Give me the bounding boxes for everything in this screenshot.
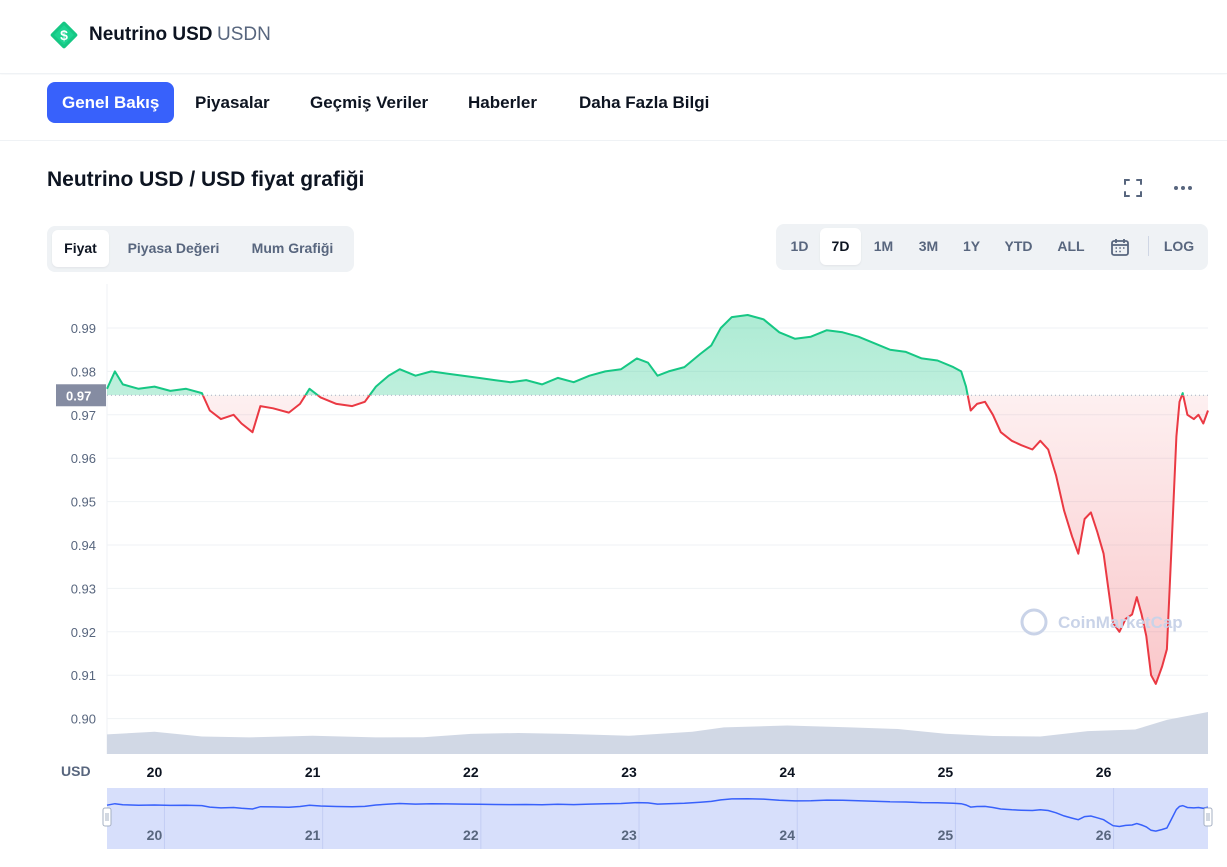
volume-bars <box>107 712 1208 754</box>
y-tick-label: 0.91 <box>71 668 96 683</box>
navigator-right-handle[interactable] <box>1203 807 1213 827</box>
neutrino-dollar-icon: $ <box>50 21 78 49</box>
range-divider <box>1148 236 1149 256</box>
range-1y[interactable]: 1Y <box>962 238 981 254</box>
fullscreen-icon[interactable] <box>1119 174 1147 202</box>
svg-text:$: $ <box>60 27 68 43</box>
navigator-line <box>106 798 1209 832</box>
more-icon[interactable] <box>1169 174 1197 202</box>
range-3m[interactable]: 3M <box>918 238 939 254</box>
current-price-badge <box>56 384 106 407</box>
chart-navigator[interactable]: 20 21 22 23 24 25 26 <box>102 788 1213 849</box>
x-tick-label: 22 <box>463 764 479 780</box>
coinmarketcap-logo-icon <box>1020 608 1048 636</box>
price-chart[interactable]: 0.99 0.98 0.97 0.96 0.95 0.94 0.93 0.92 0.91 0.90… <box>0 280 1227 867</box>
x-tick-label: 20 <box>147 764 163 780</box>
x-tick-label: 21 <box>305 764 321 780</box>
range-1d[interactable]: 1D <box>790 238 809 254</box>
unit-label: USD <box>61 763 91 779</box>
y-tick-label: 0.94 <box>71 538 96 553</box>
navigator-window[interactable] <box>107 788 1208 849</box>
y-tick-label: 0.92 <box>71 625 96 640</box>
tab-more-info[interactable]: Daha Fazla Bilgi <box>579 93 710 112</box>
x-tick-label: 25 <box>938 764 954 780</box>
area-above <box>107 315 1184 396</box>
navigator-left-handle[interactable] <box>102 807 112 827</box>
navigator-tick-label: 20 <box>147 827 163 843</box>
y-tick-label: 0.90 <box>71 712 96 727</box>
x-tick-label: 24 <box>779 764 795 780</box>
coin-header: $ Neutrino USD USDN <box>0 0 1227 74</box>
tab-news[interactable]: Haberler <box>468 93 537 112</box>
range-all[interactable]: ALL <box>1057 238 1085 254</box>
y-tick-label: 0.95 <box>71 495 96 510</box>
tab-candlestick[interactable]: Mum Grafiği <box>251 240 334 256</box>
tab-historical-data[interactable]: Geçmiş Veriler <box>310 93 429 112</box>
log-scale-toggle[interactable]: LOG <box>1163 238 1195 254</box>
y-tick-label: 0.93 <box>71 581 96 596</box>
range-ytd[interactable]: YTD <box>1004 238 1033 254</box>
coin-symbol: USDN <box>217 24 271 45</box>
range-1m[interactable]: 1M <box>873 238 894 254</box>
time-range-tabs: 1D 7D 1M 3M 1Y YTD ALL LOG <box>776 224 1208 270</box>
chart-grid <box>106 284 1208 754</box>
coin-navigation: Genel Bakış Piyasalar Geçmiş Veriler Hab… <box>0 75 1227 141</box>
y-tick-label: 0.99 <box>71 321 96 336</box>
price-line-down <box>201 395 1209 685</box>
x-tick-label: 26 <box>1096 764 1112 780</box>
chart-title: Neutrino USD / USD fiyat grafiği <box>47 168 365 191</box>
y-axis: 0.99 0.98 0.97 0.96 0.95 0.94 0.93 0.92 0.91 0.90… <box>56 321 106 727</box>
tab-market-cap[interactable]: Piyasa Değeri <box>127 240 220 256</box>
tab-price[interactable]: Fiyat <box>52 230 109 267</box>
chart-type-tabs: Fiyat Piyasa Değeri Mum Grafiği <box>47 226 354 272</box>
navigator-tick-label: 22 <box>463 827 479 843</box>
y-tick-label: 0.98 <box>71 364 96 379</box>
navigator-tick-label: 21 <box>305 827 321 843</box>
price-line-up <box>106 314 1185 396</box>
navigator-tick-label: 25 <box>938 827 954 843</box>
calendar-icon[interactable] <box>1110 237 1130 257</box>
price-fill <box>107 315 1208 684</box>
y-tick-label: 0.96 <box>71 451 96 466</box>
watermark: CoinMarketCap <box>1020 608 1183 636</box>
x-tick-label: 23 <box>621 764 637 780</box>
volume-area <box>107 712 1208 754</box>
area-below <box>107 395 1208 684</box>
current-price-label: 0.97 <box>66 388 91 403</box>
coin-name: Neutrino USD <box>89 24 213 45</box>
y-tick-label: 0.97 <box>71 408 96 423</box>
price-line <box>106 314 1209 685</box>
navigator-tick-label: 26 <box>1096 827 1112 843</box>
tab-overview[interactable]: Genel Bakış <box>47 82 175 123</box>
watermark-text: CoinMarketCap <box>1058 613 1183 632</box>
tab-markets[interactable]: Piyasalar <box>195 93 270 112</box>
x-axis: 20 21 22 23 24 25 26 <box>147 764 1112 780</box>
range-7d[interactable]: 7D <box>820 228 861 265</box>
navigator-tick-label: 23 <box>621 827 637 843</box>
navigator-tick-label: 24 <box>779 827 795 843</box>
